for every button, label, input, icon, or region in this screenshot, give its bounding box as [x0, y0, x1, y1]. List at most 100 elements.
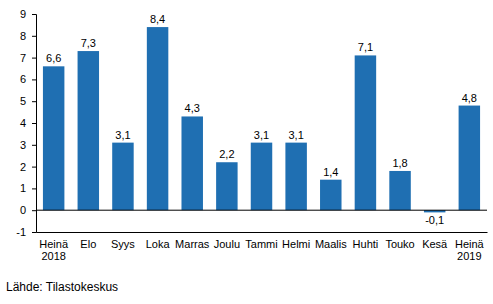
- y-tick-label: 4: [20, 117, 26, 129]
- y-tick-mark: [32, 232, 36, 233]
- x-tick-label: Heinä2019: [455, 238, 485, 263]
- y-tick-mark: [32, 123, 36, 124]
- y-tick-mark: [32, 188, 36, 189]
- y-axis-line: [32, 15, 37, 233]
- x-tick: Kesä: [422, 232, 448, 250]
- data-label: 4,8: [462, 92, 477, 104]
- data-label: 3,1: [288, 129, 303, 141]
- data-label: 1,4: [323, 166, 338, 178]
- x-tick-label: Tammi: [245, 238, 277, 250]
- x-tick: Heinä2018: [39, 232, 69, 262]
- x-tick-label-line: Tammi: [245, 238, 277, 250]
- y-tick-label: 2: [20, 161, 26, 173]
- data-labels: 6,67,33,18,44,32,23,13,11,47,11,8-0,14,8: [46, 13, 477, 226]
- y-tick-label: 7: [20, 52, 26, 64]
- x-tick-label: Marras: [175, 238, 210, 250]
- bar: [43, 66, 64, 210]
- x-tick-label: Touko: [385, 238, 414, 250]
- x-tick-label-line: 2019: [457, 250, 481, 262]
- y-tick: 5: [20, 95, 36, 107]
- bars: [43, 27, 480, 212]
- y-tick: 4: [20, 117, 36, 129]
- data-label: 3,1: [254, 129, 269, 141]
- x-tick: Huhti: [353, 232, 379, 250]
- bar: [147, 27, 168, 210]
- x-tick-label: Helmi: [282, 238, 310, 250]
- x-tick-label-line: Maalis: [315, 238, 347, 250]
- y-tick-label: 1: [20, 182, 26, 194]
- x-tick-label-line: Marras: [175, 238, 210, 250]
- chart: -10123456789Heinä2018EloSyysLokaMarrasJo…: [0, 0, 493, 304]
- x-tick-label-line: Touko: [385, 238, 414, 250]
- y-tick-label: 5: [20, 95, 26, 107]
- x-tick-label: Heinä2018: [39, 238, 69, 263]
- data-label: 2,2: [219, 148, 234, 160]
- x-tick-label: Kesä: [422, 238, 448, 250]
- data-label: 1,8: [392, 157, 407, 169]
- y-tick-label: 3: [20, 139, 26, 151]
- y-tick-mark: [32, 36, 36, 37]
- x-tick-label: Maalis: [315, 238, 347, 250]
- x-tick: Marras: [175, 232, 210, 250]
- x-tick-label-line: Loka: [146, 238, 171, 250]
- plot: -10123456789Heinä2018EloSyysLokaMarrasJo…: [16, 8, 487, 262]
- y-tick-label: 8: [20, 30, 26, 42]
- data-label: 7,1: [358, 41, 373, 53]
- data-label: -0,1: [425, 214, 444, 226]
- x-tick: Maalis: [315, 232, 347, 250]
- bar: [320, 180, 341, 211]
- y-tick-label: 6: [20, 73, 26, 85]
- x-tick-label-line: Heinä: [39, 238, 69, 250]
- y-tick: 3: [20, 139, 36, 151]
- y-tick-mark: [32, 79, 36, 80]
- y-tick-label: 0: [20, 204, 26, 216]
- x-tick: Loka: [146, 232, 171, 250]
- x-tick-label-line: 2018: [41, 250, 65, 262]
- data-label: 7,3: [81, 37, 96, 49]
- y-tick: 6: [20, 73, 36, 85]
- bar: [285, 143, 306, 211]
- x-tick-label-line: Elo: [80, 238, 96, 250]
- y-tick-mark: [32, 14, 36, 15]
- y-tick-mark: [32, 58, 36, 59]
- y-tick-mark: [32, 101, 36, 102]
- y-tick-mark: [32, 167, 36, 168]
- y-tick: 1: [20, 182, 36, 194]
- x-tick: Elo: [80, 232, 96, 250]
- x-tick: Tammi: [245, 232, 277, 250]
- bar: [251, 143, 272, 211]
- x-tick-label: Joulu: [214, 238, 240, 250]
- bar: [78, 51, 99, 210]
- x-tick-label: Huhti: [353, 238, 379, 250]
- x-tick-label-line: Joulu: [214, 238, 240, 250]
- y-tick: 0: [20, 204, 36, 216]
- x-tick: Heinä2019: [455, 232, 485, 262]
- y-tick: -1: [16, 226, 36, 238]
- data-label: 8,4: [150, 13, 165, 25]
- y-tick: 7: [20, 52, 36, 64]
- bar: [389, 171, 410, 210]
- y-tick-label: -1: [16, 226, 26, 238]
- y-tick: 9: [20, 8, 36, 20]
- data-label: 3,1: [115, 129, 130, 141]
- zero-line: [36, 210, 487, 211]
- x-tick: Syys: [111, 232, 135, 250]
- x-tick-label: Elo: [80, 238, 96, 250]
- y-tick: 2: [20, 161, 36, 173]
- x-tick: Helmi: [282, 232, 310, 250]
- bar: [459, 106, 480, 211]
- x-axis: Heinä2018EloSyysLokaMarrasJouluTammiHelm…: [37, 232, 488, 262]
- x-tick-label-line: Helmi: [282, 238, 310, 250]
- x-axis-line: [37, 232, 488, 233]
- data-label: 4,3: [185, 102, 200, 114]
- y-tick-mark: [32, 210, 36, 211]
- x-tick-label: Syys: [111, 238, 135, 250]
- y-tick-label: 9: [20, 8, 26, 20]
- x-tick: Joulu: [214, 232, 240, 250]
- bar: [355, 55, 376, 210]
- x-tick-label-line: Huhti: [353, 238, 379, 250]
- x-tick-label-line: Heinä: [455, 238, 485, 250]
- y-tick: 8: [20, 30, 36, 42]
- x-tick-label-line: Kesä: [422, 238, 448, 250]
- x-tick-label: Loka: [146, 238, 171, 250]
